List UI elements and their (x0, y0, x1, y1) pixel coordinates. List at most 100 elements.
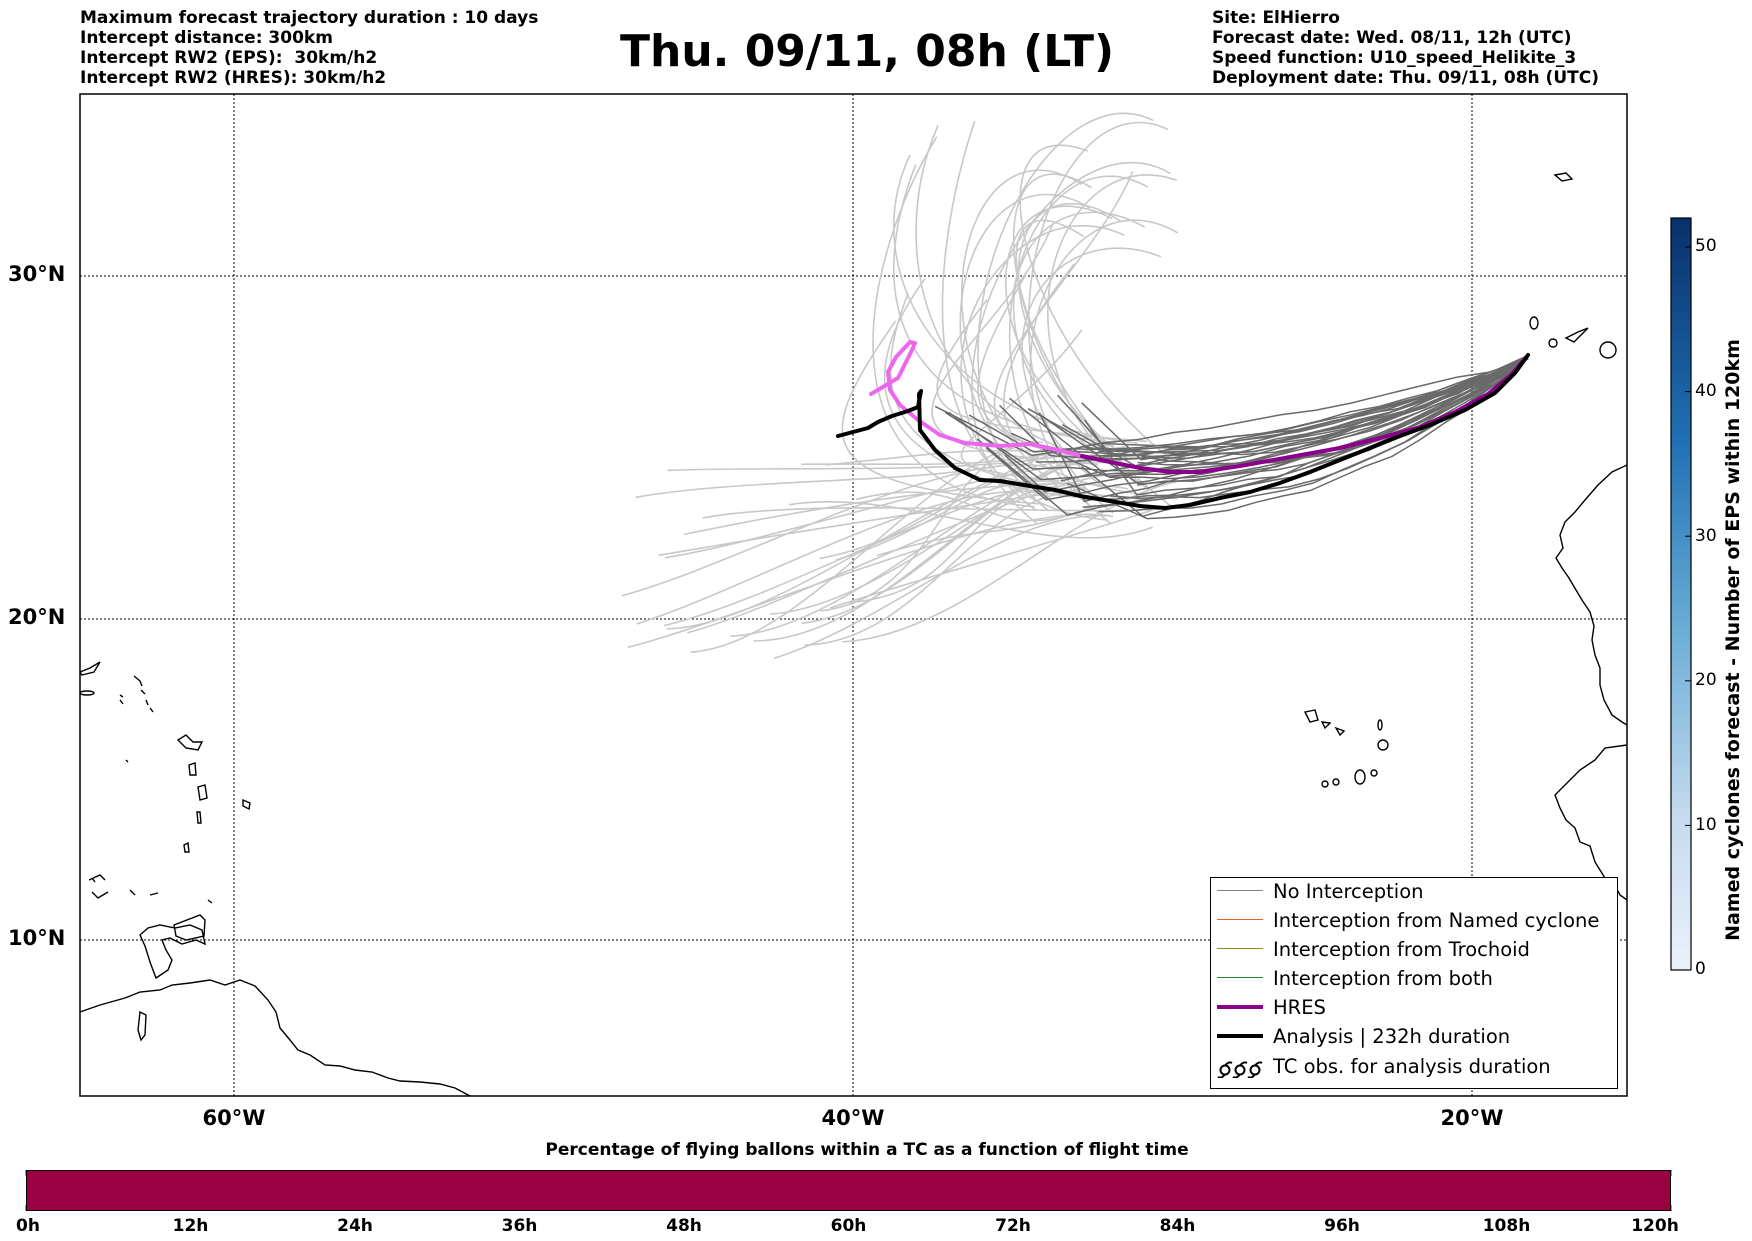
colorbar (1670, 217, 1692, 971)
ensemble-trajectory-far (804, 491, 1080, 647)
lon-label-20w: 20°W (1440, 1106, 1504, 1130)
puerto-rico (80, 661, 101, 676)
run-parameters: Maximum forecast trajectory duration : 1… (80, 8, 538, 88)
cape-verde-sal (1377, 719, 1383, 731)
ensemble-trajectory-far (855, 491, 1082, 522)
abc-islands (88, 874, 159, 899)
trinidad-outline (173, 914, 206, 941)
virgin-islands (80, 690, 95, 696)
martinique (197, 784, 208, 801)
dominica (188, 762, 197, 776)
ensemble-trajectory-far (993, 171, 1134, 454)
bottom-bar-tick-label: 48h (666, 1216, 702, 1236)
ensemble-trajectory-far (1021, 247, 1162, 491)
ensemble-trajectory-far (884, 278, 1077, 499)
ensemble-trajectory-far (773, 515, 1106, 660)
gulf-of-paria (139, 924, 206, 980)
ensemble-trajectory-far (635, 456, 1040, 499)
graticule (80, 94, 1627, 1096)
cape-verde-santiago (1354, 769, 1366, 785)
legend-item-trochoid: Interception from Trochoid (1211, 938, 1617, 967)
cape-verde-maio (1370, 769, 1378, 777)
legend-line-trochoid (1217, 948, 1263, 949)
intercept-rw2-eps-text: Intercept RW2 (EPS): 30km/h2 (80, 48, 378, 68)
bottom-bar-tick-label: 96h (1324, 1216, 1360, 1236)
legend-label: Analysis | 232h duration (1273, 1025, 1511, 1048)
legend-item-named-cyclone: Interception from Named cyclone (1211, 909, 1617, 938)
ensemble-trajectory-near (1060, 356, 1529, 482)
ensemble-trajectory-far (835, 480, 1085, 561)
ensemble-trajectory-far (683, 482, 1129, 536)
colorbar-tick-label: 10 (1695, 815, 1717, 835)
colorbar-tick-label: 0 (1695, 959, 1706, 979)
st-lucia (196, 811, 202, 824)
ensemble-trajectory-far (667, 446, 1103, 472)
ensemble-trajectory-near (1049, 357, 1529, 458)
colorbar-tick-label: 40 (1695, 381, 1717, 401)
ensemble-trajectory-far (931, 224, 1054, 460)
ensemble-trajectory-far (841, 320, 1039, 505)
ensemble-trajectory-far (1003, 263, 1178, 500)
forecast-date-text: Forecast date: Wed. 08/11, 12h (UTC) (1212, 28, 1572, 48)
ensemble-trajectory-far (959, 193, 1091, 499)
colorbar-tick-marks (1685, 246, 1691, 971)
ensemble-trajectory-far (801, 459, 1125, 625)
legend-item-analysis: Analysis | 232h duration (1211, 1025, 1617, 1054)
ensemble-trajectory-far (872, 136, 1035, 508)
legend-item-hres: HRES (1211, 996, 1617, 1025)
ensemble-trajectory-far (848, 485, 1059, 604)
tenerife (1564, 327, 1589, 343)
hres-trajectory (1080, 360, 1524, 474)
max-duration-text: Maximum forecast trajectory duration : 1… (80, 8, 539, 28)
site-info: Site: ElHierro Forecast date: Wed. 08/11… (1212, 8, 1599, 88)
coastlines (80, 172, 1627, 1096)
ensemble-trajectory-near (1077, 356, 1529, 463)
ensemble-trajectory-far (1005, 205, 1113, 458)
lat-label-30n: 30°N (8, 262, 66, 286)
ensemble-trajectory-near (934, 355, 1529, 457)
lat-label-20n: 20°N (8, 605, 66, 629)
ensemble-trajectory-far (1019, 144, 1175, 462)
map-frame (79, 93, 1628, 1097)
lon-label-60w: 60°W (202, 1106, 266, 1130)
analysis-trajectory (836, 353, 1530, 510)
bottom-bar-tick-label: 24h (337, 1216, 373, 1236)
ensemble-trajectory-far (960, 224, 1125, 511)
ensemble-trajectory-far (893, 154, 1138, 445)
legend-item-tc-obs: TC obs. for analysis duration (1211, 1055, 1617, 1084)
legend-label: Interception from Named cyclone (1273, 909, 1600, 932)
ensemble-trajectory-near (1141, 355, 1529, 465)
gran-canaria (1599, 341, 1617, 359)
ensemble-trajectory-near (1004, 356, 1529, 493)
madeira (1553, 172, 1574, 182)
ensemble-trajectory-far (830, 506, 1162, 609)
tc-percentage-bar (26, 1170, 1671, 1211)
legend-label: No Interception (1273, 880, 1424, 903)
legend-item-both: Interception from both (1211, 967, 1617, 996)
ensemble-trajectory-far (690, 441, 1043, 653)
small-islets (91, 694, 213, 904)
leeward-islands (133, 675, 154, 713)
ensemble-trajectory-far (1012, 173, 1151, 492)
speed-function-text: Speed function: U10_speed_Helikite_3 (1212, 48, 1577, 68)
barbados (242, 798, 251, 811)
ensemble-trajectory-far (825, 449, 1049, 466)
legend-line-both (1217, 977, 1263, 978)
bottom-bar-title: Percentage of flying ballons within a TC… (545, 1140, 1189, 1160)
bottom-bar-tick-label: 12h (172, 1216, 209, 1236)
cape-verde-fogo (1332, 778, 1340, 786)
ensemble-trajectory-far (1017, 202, 1128, 460)
la-gomera (1548, 338, 1558, 348)
map-title: Thu. 09/11, 08h (LT) (620, 26, 1115, 77)
colorbar-title: Named cyclones forecast - Number of EPS … (1722, 339, 1744, 941)
map-legend: No Interception Interception from Named … (1210, 877, 1618, 1089)
bottom-bar-tick-label: 36h (501, 1216, 538, 1236)
bottom-bar-tick-label: 60h (830, 1216, 867, 1236)
south-america-coast (80, 979, 471, 1096)
ensemble-trajectory-far (842, 480, 1178, 643)
colorbar-tick-label: 30 (1695, 526, 1717, 546)
africa-coast (1555, 464, 1627, 726)
legend-label: HRES (1273, 996, 1326, 1019)
bottom-bar-tick-label: 0h (16, 1216, 40, 1236)
lat-label-10n: 10°N (8, 926, 66, 950)
